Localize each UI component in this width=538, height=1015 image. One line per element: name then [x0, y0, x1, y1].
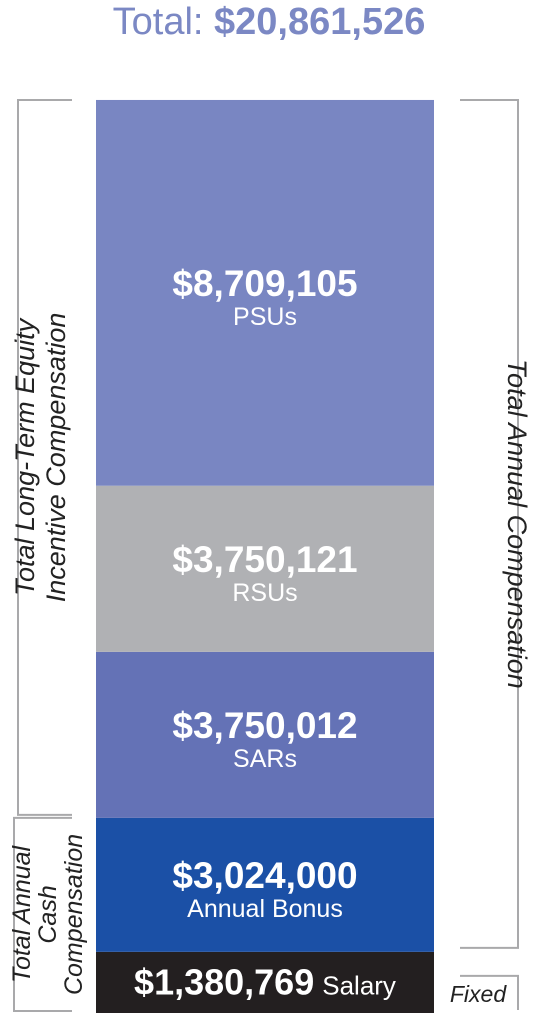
segment-value-salary: $1,380,769 — [134, 961, 314, 1002]
segment-name-psus: PSUs — [233, 303, 297, 331]
bracket-label-line: Compensation — [60, 834, 88, 995]
bracket-fixed — [460, 974, 519, 1010]
segment-value-rsus: $3,750,121 — [172, 539, 357, 580]
bracket-label-line: Cash — [34, 885, 62, 943]
bracket-long-term-equity — [17, 98, 72, 816]
bracket-label-fixed: Fixed — [450, 981, 507, 1007]
bracket-label-line: Total Annual — [8, 844, 36, 983]
bracket-label-line: Total Long-Term Equity — [10, 317, 40, 596]
bracket-annual-cash — [13, 816, 72, 1012]
bracket-label-annual-cash: Total AnnualCashCompensation — [8, 834, 88, 995]
segment-name-salary: Salary — [322, 970, 396, 1000]
bar-segment-psus — [96, 99, 434, 486]
bar-segment-salary — [96, 951, 434, 1013]
chart-title: Total: $20,861,526 — [0, 0, 538, 44]
segment-value-sars: $3,750,012 — [172, 705, 357, 746]
segment-label-salary: $1,380,769 Salary — [134, 961, 396, 1002]
segment-name-rsus: RSUs — [232, 579, 297, 607]
segment-value-psus: $8,709,105 — [172, 263, 357, 304]
segment-value-annual-bonus: $3,024,000 — [172, 855, 357, 896]
segment-name-sars: SARs — [233, 745, 297, 773]
title-prefix: Total: — [112, 1, 204, 43]
bar-segment-annual-bonus — [96, 817, 434, 952]
bracket-total-annual-compensation — [460, 98, 519, 949]
bar-segment-sars — [96, 651, 434, 818]
title-total-amount: $20,861,526 — [214, 1, 426, 43]
bracket-label-line: Incentive Compensation — [41, 313, 71, 603]
bar-segment-rsus — [96, 485, 434, 652]
bracket-label-long-term-equity: Total Long-Term EquityIncentive Compensa… — [10, 313, 71, 603]
segment-name-annual-bonus: Annual Bonus — [187, 895, 343, 923]
bracket-label-total-annual-compensation: Total Annual Compensation — [502, 359, 532, 689]
